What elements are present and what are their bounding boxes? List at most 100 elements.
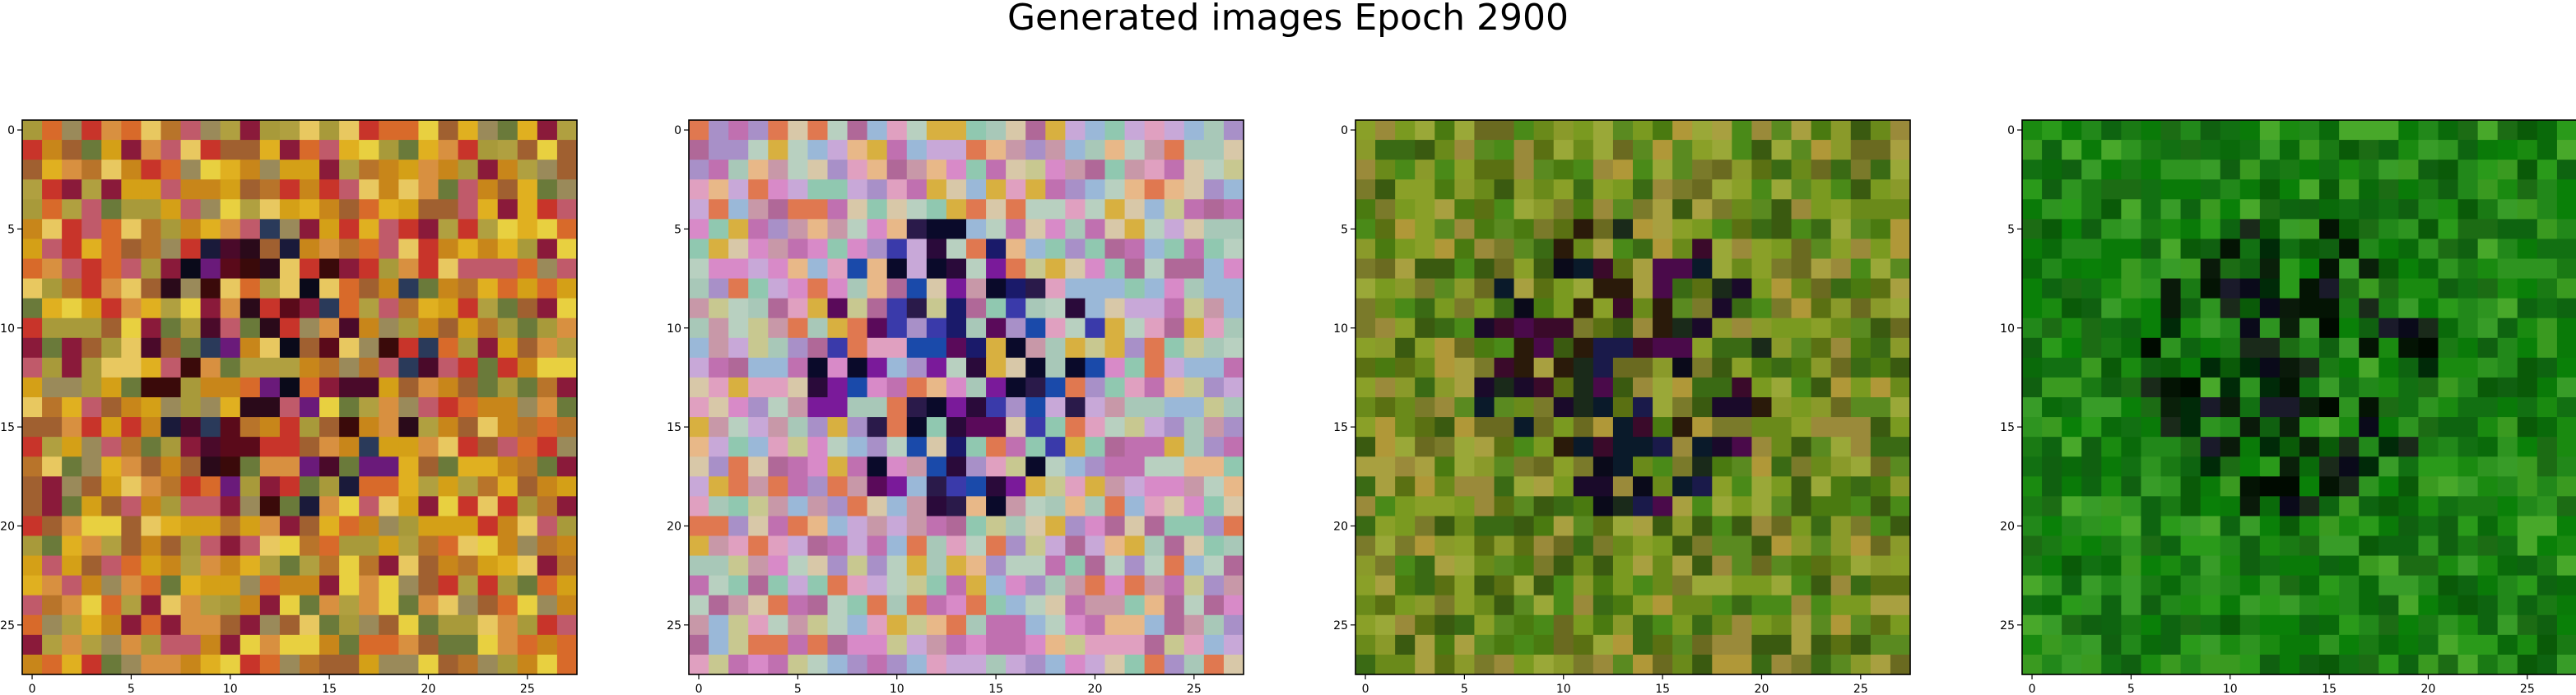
image-pixel [1573, 160, 1594, 180]
image-pixel [1144, 377, 1165, 398]
image-pixel [1104, 258, 1126, 280]
image-pixel [2121, 239, 2142, 260]
image-pixel [2062, 535, 2082, 557]
image-pixel [1692, 357, 1713, 378]
image-pixel [827, 258, 849, 280]
image-pixel [1395, 476, 1416, 497]
image-pixel [2536, 357, 2558, 378]
image-pixel [2536, 120, 2558, 141]
image-pixel [748, 516, 769, 537]
image-pixel [438, 219, 459, 240]
image-pixel [1183, 179, 1205, 200]
image-pixel [2062, 397, 2082, 418]
image-pixel [517, 634, 538, 656]
image-pixel [200, 476, 221, 497]
image-pixel [2536, 179, 2558, 200]
image-pixel [2239, 535, 2261, 557]
image-pixel [1771, 298, 1793, 319]
image-pixel [2556, 278, 2576, 299]
image-pixel [926, 317, 947, 339]
image-pixel [319, 437, 340, 457]
image-pixel [200, 239, 221, 260]
image-pixel [180, 278, 202, 299]
image-pixel [300, 654, 320, 675]
image-pixel [1104, 417, 1126, 438]
image-pixel [81, 160, 102, 180]
image-pixel [101, 258, 122, 280]
image-pixel [497, 397, 518, 418]
image-pixel [1870, 219, 1891, 240]
image-pixel [1085, 516, 1106, 537]
image-pixel [728, 614, 749, 636]
image-pixel [788, 496, 809, 517]
image-pixel [946, 535, 967, 557]
image-pixel [966, 120, 987, 141]
image-pixel [2438, 496, 2459, 517]
image-pixel [556, 140, 578, 160]
image-pixel [458, 516, 479, 537]
image-pixel [2457, 160, 2479, 180]
image-pixel [847, 140, 868, 160]
image-pixel [2279, 634, 2300, 656]
y-tick-label: 5 [7, 223, 15, 236]
image-pixel [200, 397, 221, 418]
image-pixel [160, 317, 182, 339]
image-pixel [1203, 634, 1225, 656]
image-pixel [1104, 179, 1126, 200]
image-pixel [1474, 634, 1495, 656]
image-pixel [2536, 595, 2558, 616]
image-pixel [1085, 120, 1106, 141]
image-pixel [966, 298, 987, 319]
image-pixel [339, 278, 360, 299]
image-pixel [1653, 614, 1673, 636]
image-pixel [121, 614, 142, 636]
image-pixel [966, 397, 987, 418]
image-pixel [200, 140, 221, 160]
image-pixel [1514, 535, 1535, 557]
image-pixel [339, 456, 360, 477]
image-pixel [2220, 555, 2241, 577]
image-pixel [200, 417, 221, 438]
image-pixel [42, 535, 63, 557]
image-pixel [300, 120, 320, 141]
image-pixel [1672, 199, 1693, 220]
image-pixel [418, 437, 439, 457]
image-pixel [1025, 219, 1046, 240]
image-pixel [1870, 140, 1891, 160]
image-pixel [180, 575, 202, 596]
image-pixel [2398, 516, 2420, 537]
image-pixel [1006, 535, 1026, 557]
image-pixel [42, 397, 63, 418]
image-pixel [1494, 199, 1515, 220]
image-pixel [1494, 496, 1515, 517]
image-pixel [1830, 614, 1852, 636]
image-pixel [1474, 120, 1495, 141]
image-pixel [1533, 199, 1555, 220]
image-pixel [1104, 595, 1126, 616]
image-pixel [517, 654, 538, 675]
image-pixel [1633, 357, 1653, 378]
image-pixel [1593, 120, 1614, 141]
image-pixel [1633, 516, 1653, 537]
image-pixel [2299, 496, 2320, 517]
image-pixel [300, 317, 320, 339]
image-pixel [1672, 337, 1693, 359]
image-pixel [2259, 496, 2281, 517]
image-pixel [418, 456, 439, 477]
image-pixel [2042, 317, 2062, 339]
image-pixel [2259, 298, 2281, 319]
image-pixel [379, 337, 399, 359]
image-pixel [1830, 219, 1852, 240]
image-pixel [1830, 634, 1852, 656]
image-pixel [1593, 160, 1614, 180]
image-pixel [2141, 516, 2162, 537]
image-pixel [1830, 357, 1852, 378]
image-pixel [1144, 278, 1165, 299]
image-pixel [966, 654, 987, 675]
image-pixel [339, 239, 360, 260]
image-pixel [2160, 258, 2182, 280]
image-pixel [2299, 654, 2320, 675]
image-pixel [339, 476, 360, 497]
image-pixel [1850, 160, 1872, 180]
image-pixel [2299, 120, 2320, 141]
